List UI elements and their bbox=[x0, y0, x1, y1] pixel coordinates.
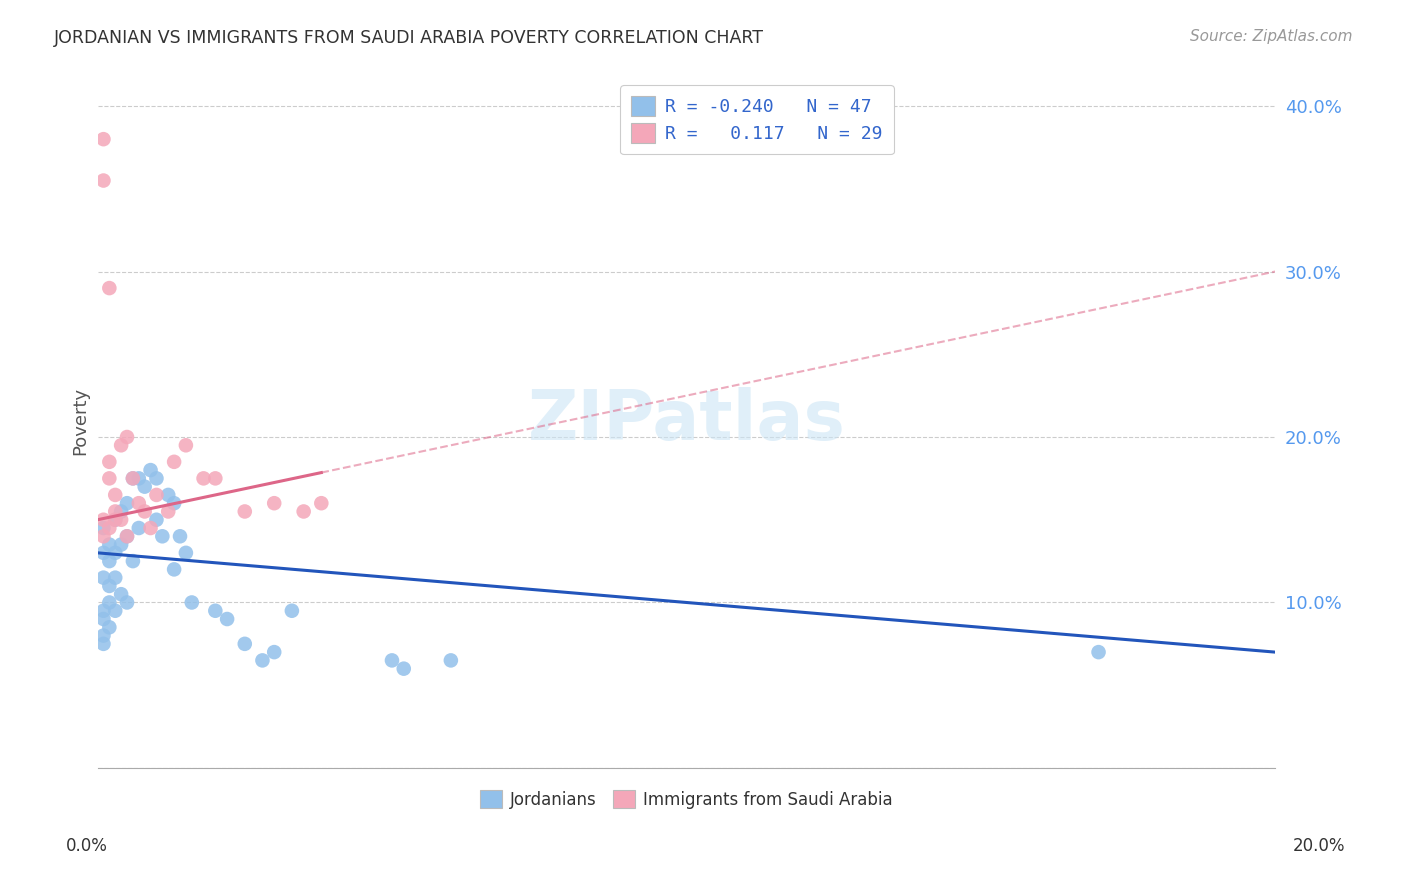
Point bbox=[311, 496, 333, 510]
Point bbox=[104, 604, 127, 618]
Point bbox=[93, 571, 115, 585]
Point bbox=[150, 529, 173, 543]
Point bbox=[93, 604, 115, 618]
Point bbox=[193, 471, 215, 485]
Point bbox=[163, 496, 186, 510]
Point bbox=[252, 653, 274, 667]
Text: 20.0%: 20.0% bbox=[1292, 837, 1346, 855]
Point bbox=[204, 471, 226, 485]
Point bbox=[128, 471, 150, 485]
Legend: Jordanians, Immigrants from Saudi Arabia: Jordanians, Immigrants from Saudi Arabia bbox=[474, 783, 900, 815]
Point bbox=[110, 504, 132, 518]
Point bbox=[104, 488, 127, 502]
Point bbox=[104, 546, 127, 560]
Point bbox=[134, 480, 156, 494]
Point bbox=[174, 438, 197, 452]
Text: JORDANIAN VS IMMIGRANTS FROM SAUDI ARABIA POVERTY CORRELATION CHART: JORDANIAN VS IMMIGRANTS FROM SAUDI ARABI… bbox=[53, 29, 763, 46]
Point bbox=[163, 562, 186, 576]
Point bbox=[98, 455, 121, 469]
Point bbox=[93, 612, 115, 626]
Text: Source: ZipAtlas.com: Source: ZipAtlas.com bbox=[1189, 29, 1353, 44]
Point bbox=[145, 488, 167, 502]
Point bbox=[204, 604, 226, 618]
Point bbox=[139, 463, 162, 477]
Point bbox=[122, 471, 145, 485]
Point bbox=[98, 537, 121, 551]
Point bbox=[233, 637, 256, 651]
Point bbox=[145, 513, 167, 527]
Point bbox=[263, 496, 285, 510]
Point bbox=[98, 595, 121, 609]
Point bbox=[163, 455, 186, 469]
Point bbox=[98, 281, 121, 295]
Text: 0.0%: 0.0% bbox=[66, 837, 108, 855]
Point bbox=[292, 504, 315, 518]
Point bbox=[157, 488, 180, 502]
Point bbox=[180, 595, 202, 609]
Point bbox=[93, 173, 115, 187]
Text: ZIPatlas: ZIPatlas bbox=[527, 387, 845, 454]
Point bbox=[263, 645, 285, 659]
Point bbox=[381, 653, 404, 667]
Point bbox=[122, 554, 145, 568]
Point bbox=[281, 604, 304, 618]
Point bbox=[392, 662, 415, 676]
Point bbox=[93, 521, 115, 535]
Point bbox=[128, 496, 150, 510]
Point bbox=[1087, 645, 1109, 659]
Point bbox=[93, 546, 115, 560]
Point bbox=[98, 554, 121, 568]
Point bbox=[145, 471, 167, 485]
Point bbox=[110, 587, 132, 601]
Point bbox=[110, 513, 132, 527]
Point bbox=[93, 513, 115, 527]
Point bbox=[104, 513, 127, 527]
Point bbox=[98, 521, 121, 535]
Point bbox=[93, 132, 115, 146]
Point bbox=[93, 529, 115, 543]
Point bbox=[115, 496, 138, 510]
Point bbox=[115, 430, 138, 444]
Point bbox=[104, 504, 127, 518]
Point bbox=[440, 653, 463, 667]
Point bbox=[115, 595, 138, 609]
Point bbox=[93, 637, 115, 651]
Point bbox=[110, 438, 132, 452]
Point bbox=[157, 504, 180, 518]
Point bbox=[139, 521, 162, 535]
Y-axis label: Poverty: Poverty bbox=[72, 386, 89, 455]
Point bbox=[169, 529, 191, 543]
Point bbox=[174, 546, 197, 560]
Point bbox=[93, 629, 115, 643]
Point bbox=[110, 537, 132, 551]
Point bbox=[128, 521, 150, 535]
Point bbox=[233, 504, 256, 518]
Point bbox=[98, 471, 121, 485]
Point bbox=[104, 513, 127, 527]
Point bbox=[134, 504, 156, 518]
Point bbox=[98, 579, 121, 593]
Point bbox=[115, 529, 138, 543]
Point bbox=[217, 612, 239, 626]
Point bbox=[122, 471, 145, 485]
Point bbox=[115, 529, 138, 543]
Point bbox=[104, 571, 127, 585]
Point bbox=[98, 620, 121, 634]
